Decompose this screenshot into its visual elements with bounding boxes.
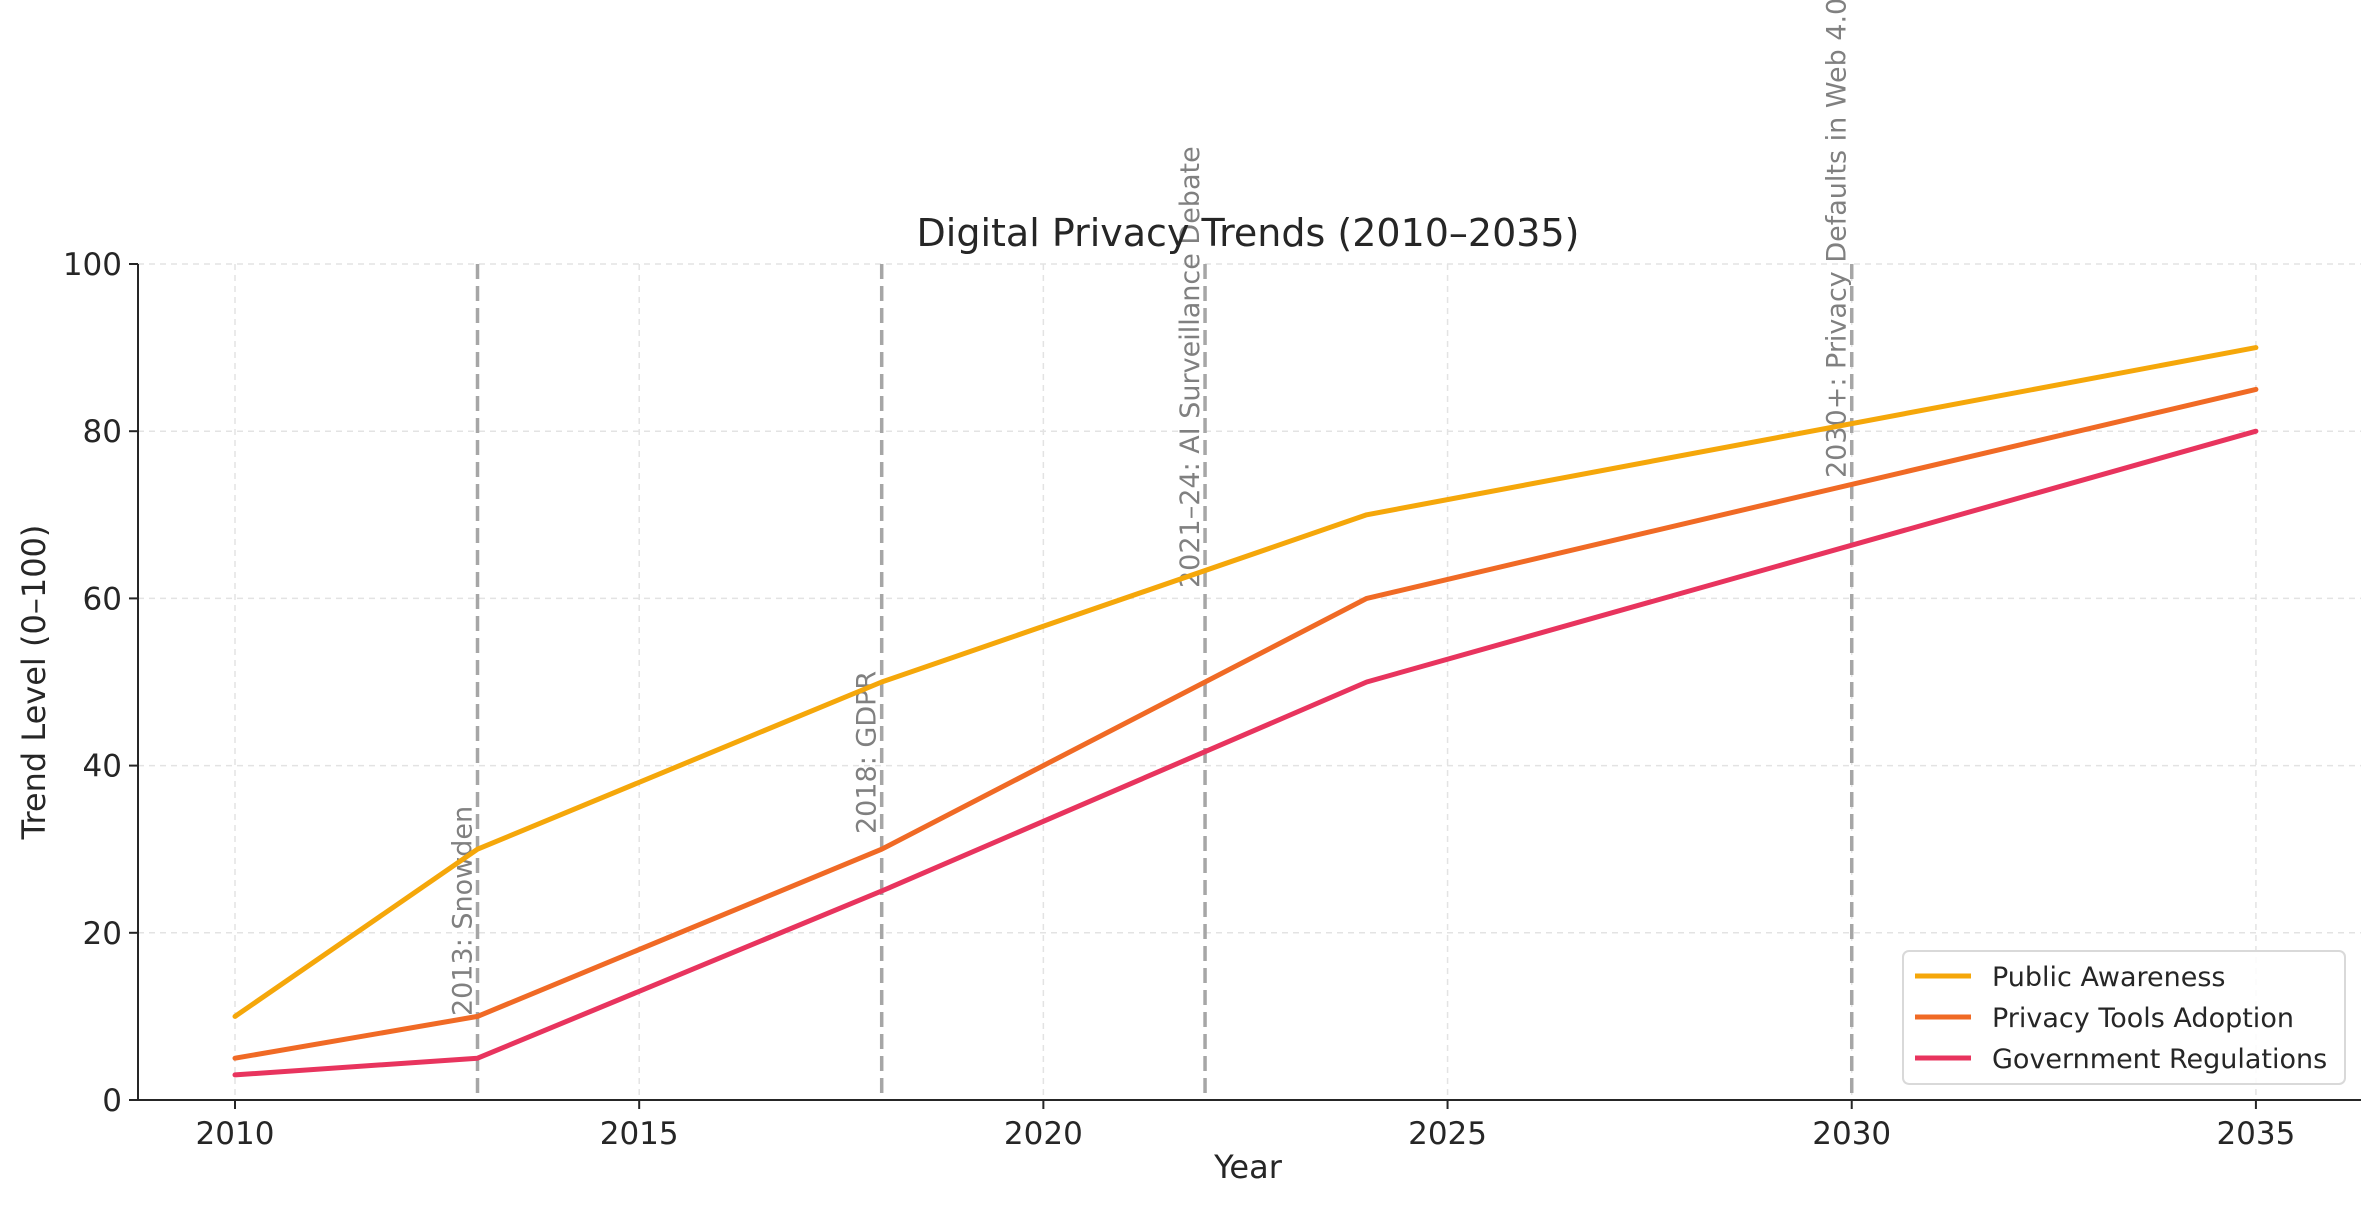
legend-label: Privacy Tools Adoption bbox=[1992, 1003, 2294, 1034]
y-tick-label: 20 bbox=[83, 916, 122, 952]
axes bbox=[129, 263, 2361, 1109]
legend-label: Public Awareness bbox=[1992, 962, 2225, 993]
series-line-public-awareness bbox=[232, 345, 2259, 1019]
y-axis-label: Trend Level (0–100) bbox=[15, 525, 53, 841]
legend: Public Awareness Privacy Tools Adoption Go… bbox=[1902, 950, 2346, 1085]
y-tick-label: 0 bbox=[102, 1083, 122, 1119]
y-tick-label: 60 bbox=[83, 581, 122, 617]
event-label: 2021–24: AI Surveillance Debate bbox=[1175, 146, 1206, 588]
legend-box bbox=[1902, 950, 2346, 1085]
series-line-government-regulations bbox=[232, 428, 2259, 1078]
series-lines bbox=[232, 345, 2259, 1078]
event-label: 2030+: Privacy Defaults in Web 4.0 bbox=[1822, 0, 1853, 478]
x-tick-label: 2025 bbox=[1408, 1116, 1487, 1152]
x-tick-label: 2020 bbox=[1004, 1116, 1083, 1152]
y-tick-label: 100 bbox=[63, 247, 122, 283]
event-label: 2018: GDPR bbox=[852, 671, 883, 834]
x-tick-label: 2030 bbox=[1812, 1116, 1891, 1152]
legend-label: Government Regulations bbox=[1992, 1044, 2327, 1075]
y-tick-label: 80 bbox=[83, 414, 122, 450]
x-tick-label: 2035 bbox=[2216, 1116, 2295, 1152]
x-tick-label: 2015 bbox=[600, 1116, 679, 1152]
tick-labels: 2010 2015 2020 2025 2030 2035 0 20 40 60 80 100 bbox=[63, 247, 2296, 1152]
x-tick-label: 2010 bbox=[196, 1116, 275, 1152]
series-line-privacy-tools-adoption bbox=[232, 386, 2259, 1061]
chart-title: Digital Privacy Trends (2010–2035) bbox=[917, 211, 1580, 255]
x-axis-label: Year bbox=[1213, 1148, 1283, 1186]
event-label: 2013: Snowden bbox=[448, 806, 479, 1016]
event-markers: 2013: Snowden 2018: GDPR 2021–24: AI Surve… bbox=[448, 0, 1854, 1100]
y-tick-label: 40 bbox=[83, 749, 122, 785]
